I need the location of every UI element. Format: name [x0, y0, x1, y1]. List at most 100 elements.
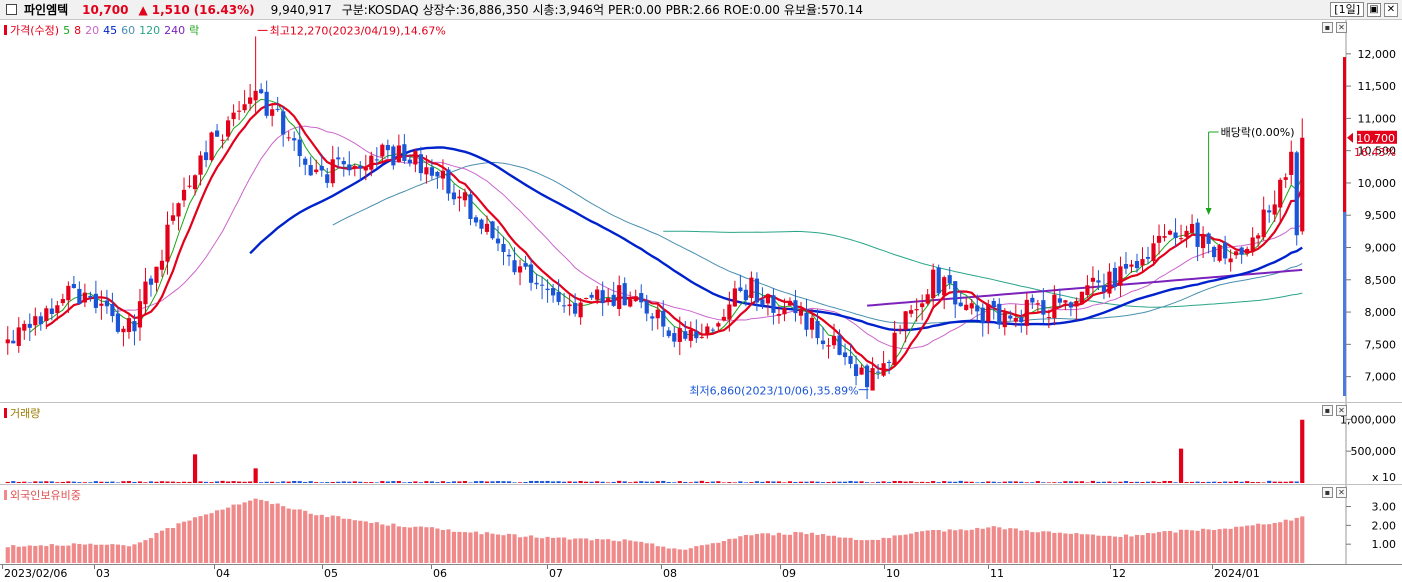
price-chart[interactable]: 12,000 11,500 11,000 10,500 10,000 9,500 9,000… [0, 20, 1402, 402]
legend-item[interactable]: 가격(수정) [10, 24, 60, 37]
pane-minimize-icon[interactable]: ▪ [1322, 22, 1333, 33]
foreign-ratio-bar [942, 531, 947, 563]
candle-up [198, 151, 203, 186]
volume-bar [192, 454, 198, 483]
candle-body [732, 288, 737, 307]
pane-minimize-icon[interactable]: ▪ [1322, 487, 1333, 498]
candle-body [1156, 235, 1162, 243]
candle-down [853, 355, 859, 386]
pbr-value: PBR:2.66 [665, 2, 720, 17]
volume-bar [363, 482, 368, 483]
foreign-ratio-bar [27, 545, 32, 563]
period-selector[interactable]: [1일] [1330, 2, 1364, 17]
candle-body [914, 309, 919, 311]
volume-bar [534, 480, 539, 483]
pane-close-icon[interactable]: ✕ [1336, 22, 1347, 33]
volume-bar [429, 481, 434, 483]
candle-body [1223, 242, 1228, 259]
foreign-ratio-bar [440, 530, 446, 563]
candle-down [1206, 232, 1211, 254]
foreign-ratio-bar [1167, 530, 1173, 563]
candle-body [479, 219, 484, 229]
candle-body [600, 290, 605, 304]
candle-body [192, 175, 198, 190]
pane-close-icon[interactable]: ✕ [1336, 487, 1347, 498]
legend-item[interactable]: 8 [74, 23, 82, 37]
candle-body [567, 304, 572, 307]
volume-chart[interactable]: 1,000,000 500,000 x 10 [0, 403, 1402, 485]
candle-body [303, 158, 308, 165]
foreign-ratio-bar [512, 534, 517, 563]
legend-item[interactable]: 20 [85, 23, 100, 37]
select-checkbox[interactable] [6, 4, 17, 15]
candle-down [947, 266, 952, 290]
price-y-tick-label: 8,500 [1365, 274, 1397, 287]
volume-bar [837, 481, 842, 483]
candle-down [650, 312, 655, 331]
candle-body [920, 303, 925, 308]
volume-bar [374, 482, 379, 483]
volume-label: 거래량 [10, 407, 41, 420]
foreign-ownership-pane[interactable]: 3.00 2.00 1.00 외국인보유비중 ▪ ✕ [0, 484, 1402, 565]
legend-item[interactable]: 45 [103, 23, 118, 37]
foreign-ratio-bar [1085, 534, 1090, 563]
foreign-ratio-bar [997, 527, 1002, 563]
volume-bar [876, 481, 881, 483]
candle-up [892, 320, 897, 367]
foreign-ratio-bar [38, 545, 43, 563]
candle-body [1008, 315, 1013, 319]
volume-bar [5, 481, 10, 483]
candle-down [864, 363, 870, 400]
float-ratio: 유보율:570.14 [783, 3, 864, 17]
volume-bar [842, 481, 848, 483]
candle-up [165, 211, 170, 275]
legend-item[interactable]: 240 [164, 23, 186, 37]
date-tick-label: 12 [1112, 567, 1126, 580]
volume-bar [1129, 481, 1134, 483]
legend-item[interactable]: 120 [139, 23, 161, 37]
foreign-ratio-bar [980, 528, 985, 563]
foreign-ratio-bar [1195, 530, 1200, 563]
foreign-ratio-bar [93, 544, 98, 563]
candle-body [1256, 235, 1261, 239]
candle-body [435, 171, 440, 177]
candle-body [5, 339, 10, 344]
foreign-ratio-bar [798, 532, 804, 563]
foreign-ratio-bar [1019, 530, 1024, 563]
candle-body [104, 300, 109, 307]
candle-up [903, 310, 908, 343]
candle-up [1079, 291, 1084, 305]
volume-bar [710, 481, 715, 483]
candle-down [1123, 251, 1129, 275]
volume-pane[interactable]: 1,000,000 500,000 x 10 거래량 ▪ ✕ [0, 402, 1402, 485]
window-restore-icon[interactable]: ▣ [1367, 2, 1381, 17]
stock-name[interactable]: 파인엠텍 [24, 3, 69, 17]
candle-body [705, 326, 710, 335]
candle-body [1085, 285, 1090, 296]
candle-body [38, 316, 43, 325]
candle-up [187, 175, 192, 189]
legend-item[interactable]: 락 [189, 24, 200, 37]
candle-up [716, 321, 721, 332]
volume-bar [1079, 481, 1084, 483]
legend-item[interactable]: 60 [121, 23, 136, 37]
candle-up [1245, 246, 1250, 257]
candle-body [203, 152, 209, 161]
window-close-icon[interactable]: ✕ [1384, 2, 1398, 17]
pane-minimize-icon[interactable]: ▪ [1322, 405, 1333, 416]
candle-body [88, 295, 93, 298]
candle-down [1101, 273, 1107, 300]
foreign-ratio-bar [358, 520, 363, 563]
candle-body [661, 310, 666, 327]
candle-up [898, 324, 903, 335]
volume-bar [1206, 481, 1211, 483]
candle-down [446, 167, 451, 201]
volume-bar [1223, 481, 1228, 483]
candle-down [1134, 253, 1140, 273]
price-chart-pane[interactable]: 12,000 11,500 11,000 10,500 10,000 9,500 9,000… [0, 20, 1402, 402]
legend-item[interactable]: 5 [63, 23, 71, 37]
foreign-ratio-bar [837, 537, 842, 563]
candle-up [60, 293, 65, 306]
foreign-ownership-chart[interactable]: 3.00 2.00 1.00 [0, 485, 1402, 565]
pane-close-icon[interactable]: ✕ [1336, 405, 1347, 416]
